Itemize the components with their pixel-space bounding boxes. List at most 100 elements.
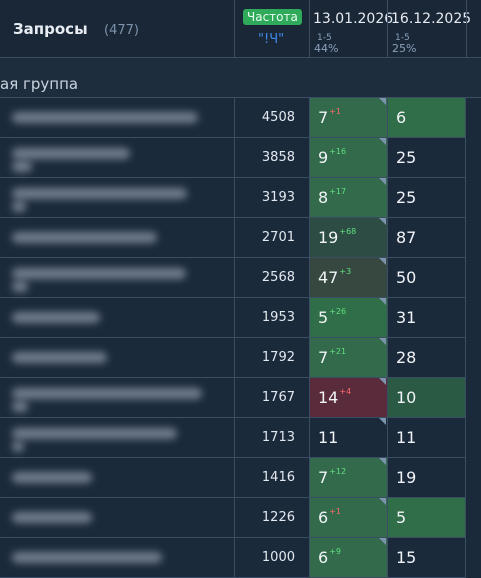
column-divider bbox=[309, 0, 310, 58]
position-cell-date-1[interactable]: 47+3 bbox=[310, 258, 388, 298]
frequency-badge[interactable]: Частота bbox=[243, 9, 302, 25]
snapshot-corner-icon[interactable] bbox=[379, 378, 386, 385]
table-row[interactable]: 1713 11 11 bbox=[0, 418, 481, 458]
blurred-query-text bbox=[12, 281, 28, 292]
position-delta: +68 bbox=[339, 227, 357, 236]
position-cell-date-2[interactable]: 6 bbox=[388, 98, 466, 138]
position-delta: +12 bbox=[329, 467, 347, 476]
table-row[interactable]: 3858 9+16 25 bbox=[0, 138, 481, 178]
position-value: 7 bbox=[318, 348, 329, 367]
snapshot-corner-icon[interactable] bbox=[379, 538, 386, 545]
frequency-cell: 1000 bbox=[235, 538, 310, 578]
position-value: 47 bbox=[318, 268, 339, 287]
snapshot-corner-icon[interactable] bbox=[379, 138, 386, 145]
table-row[interactable]: 3193 8+17 25 bbox=[0, 178, 481, 218]
column-date-2-pct: 25% bbox=[392, 42, 417, 55]
position-value: 11 bbox=[318, 428, 339, 447]
group-divider bbox=[0, 97, 481, 98]
blurred-query-text bbox=[12, 352, 107, 363]
position-cell-date-2[interactable]: 28 bbox=[388, 338, 466, 378]
snapshot-corner-icon[interactable] bbox=[379, 418, 386, 425]
table-row[interactable]: 1416 7+12 19 bbox=[0, 458, 481, 498]
query-cell[interactable] bbox=[0, 458, 235, 498]
position-cell-date-2[interactable]: 31 bbox=[388, 298, 466, 338]
column-title-queries[interactable]: Запросы bbox=[13, 20, 88, 38]
column-date-1[interactable]: 13.01.2026 bbox=[313, 11, 394, 27]
position-cell-date-2[interactable]: 87 bbox=[388, 218, 466, 258]
frequency-operator: "!Ч" bbox=[258, 32, 285, 47]
position-cell-date-1[interactable]: 7+21 bbox=[310, 338, 388, 378]
position-delta: +4 bbox=[339, 387, 352, 396]
position-cell-date-2[interactable]: 25 bbox=[388, 178, 466, 218]
column-date-2-range: 1-5 bbox=[395, 33, 410, 43]
position-cell-date-1[interactable]: 8+17 bbox=[310, 178, 388, 218]
query-cell[interactable] bbox=[0, 338, 235, 378]
snapshot-corner-icon[interactable] bbox=[379, 258, 386, 265]
position-cell-date-1[interactable]: 7+1 bbox=[310, 98, 388, 138]
table-row[interactable]: 1953 5+26 31 bbox=[0, 298, 481, 338]
snapshot-corner-icon[interactable] bbox=[379, 298, 386, 305]
position-cell-date-2[interactable]: 11 bbox=[388, 418, 466, 458]
blurred-query-text bbox=[12, 161, 32, 172]
column-divider bbox=[466, 0, 467, 58]
position-cell-date-1[interactable]: 11 bbox=[310, 418, 388, 458]
group-row[interactable] bbox=[0, 58, 481, 98]
query-cell[interactable] bbox=[0, 538, 235, 578]
position-cell-date-1[interactable]: 7+12 bbox=[310, 458, 388, 498]
column-divider bbox=[234, 0, 235, 58]
group-label: ая группа bbox=[0, 75, 79, 93]
position-cell-date-1[interactable]: 19+68 bbox=[310, 218, 388, 258]
position-cell-date-2[interactable]: 5 bbox=[388, 498, 466, 538]
position-cell-date-2[interactable]: 10 bbox=[388, 378, 466, 418]
position-delta: +9 bbox=[329, 547, 341, 556]
column-date-2[interactable]: 16.12.2025 bbox=[391, 11, 472, 27]
query-cell[interactable] bbox=[0, 138, 235, 178]
frequency-cell: 1792 bbox=[235, 338, 310, 378]
blurred-query-text bbox=[12, 552, 162, 563]
position-cell-date-1[interactable]: 6+1 bbox=[310, 498, 388, 538]
position-value: 7 bbox=[318, 108, 329, 127]
position-cell-date-1[interactable]: 9+16 bbox=[310, 138, 388, 178]
position-cell-date-2[interactable]: 19 bbox=[388, 458, 466, 498]
snapshot-corner-icon[interactable] bbox=[379, 498, 386, 505]
query-cell[interactable] bbox=[0, 218, 235, 258]
snapshot-corner-icon[interactable] bbox=[379, 218, 386, 225]
table-row[interactable]: 1767 14+4 10 bbox=[0, 378, 481, 418]
position-delta: +26 bbox=[329, 307, 347, 316]
position-cell-date-1[interactable]: 5+26 bbox=[310, 298, 388, 338]
query-cell[interactable] bbox=[0, 418, 235, 458]
frequency-cell: 1953 bbox=[235, 298, 310, 338]
query-cell[interactable] bbox=[0, 258, 235, 298]
query-cell[interactable] bbox=[0, 378, 235, 418]
position-cell-date-1[interactable]: 14+4 bbox=[310, 378, 388, 418]
position-value: 19 bbox=[318, 228, 339, 247]
snapshot-corner-icon[interactable] bbox=[379, 178, 386, 185]
table-row[interactable]: 2701 19+68 87 bbox=[0, 218, 481, 258]
table-row[interactable]: 2568 47+3 50 bbox=[0, 258, 481, 298]
query-cell[interactable] bbox=[0, 178, 235, 218]
query-cell[interactable] bbox=[0, 498, 235, 538]
position-cell-date-2[interactable]: 15 bbox=[388, 538, 466, 578]
header-divider bbox=[0, 57, 481, 58]
position-cell-date-2[interactable]: 50 bbox=[388, 258, 466, 298]
table-row[interactable]: 1226 6+1 5 bbox=[0, 498, 481, 538]
table-row[interactable]: 1000 6+9 15 bbox=[0, 538, 481, 578]
query-cell[interactable] bbox=[0, 98, 235, 138]
snapshot-corner-icon[interactable] bbox=[379, 338, 386, 345]
position-cell-date-2[interactable]: 25 bbox=[388, 138, 466, 178]
query-cell[interactable] bbox=[0, 298, 235, 338]
position-value: 14 bbox=[318, 388, 339, 407]
table-body: 4508 7+1 6 3858 9+16 25 3193 8+17 25 2701 19+68 87 2… bbox=[0, 98, 481, 578]
snapshot-corner-icon[interactable] bbox=[379, 98, 386, 105]
position-cell-date-1[interactable]: 6+9 bbox=[310, 538, 388, 578]
blurred-query-text bbox=[12, 472, 92, 483]
position-delta: +17 bbox=[329, 187, 347, 196]
queries-count: (477) bbox=[104, 23, 139, 38]
blurred-query-text bbox=[12, 441, 24, 452]
position-delta: +16 bbox=[329, 147, 347, 156]
position-value: 8 bbox=[318, 188, 329, 207]
table-row[interactable]: 4508 7+1 6 bbox=[0, 98, 481, 138]
snapshot-corner-icon[interactable] bbox=[379, 458, 386, 465]
table-row[interactable]: 1792 7+21 28 bbox=[0, 338, 481, 378]
frequency-cell: 1713 bbox=[235, 418, 310, 458]
